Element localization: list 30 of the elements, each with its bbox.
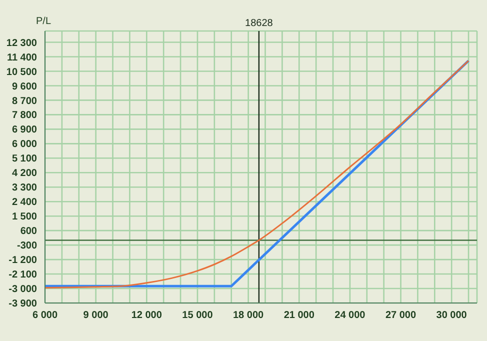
y-axis-title: P/L — [36, 16, 52, 27]
y-tick-label: 12 300 — [6, 38, 38, 49]
y-tick-label: 5 100 — [12, 154, 38, 165]
y-tick-label: 3 300 — [12, 182, 38, 194]
ref-line-label: 18628 — [245, 18, 274, 29]
y-tick-label: 6 000 — [12, 139, 38, 150]
y-tick-label: 10 500 — [6, 66, 38, 78]
y-tick-label: 9 600 — [12, 81, 38, 92]
y-tick-label: 11 400 — [6, 52, 38, 64]
x-tick-label: 30 000 — [436, 310, 468, 322]
x-tick-label: 18 000 — [232, 310, 264, 322]
y-tick-label: -2 100 — [8, 270, 38, 281]
y-tick-label: -300 — [16, 240, 38, 252]
x-tick-label: 15 000 — [182, 310, 214, 322]
y-tick-label: 8 700 — [12, 96, 38, 107]
x-tick-label: 27 000 — [385, 310, 416, 322]
x-tick-label: 6 000 — [32, 310, 58, 322]
y-tick-label: -3 000 — [8, 284, 38, 296]
x-tick-label: 12 000 — [131, 310, 162, 322]
y-tick-label: 600 — [20, 226, 38, 238]
y-tick-label: 4 200 — [12, 168, 38, 180]
y-tick-label: 1 500 — [12, 212, 38, 223]
x-tick-label: 21 000 — [284, 310, 315, 322]
y-tick-label: 6 900 — [12, 124, 38, 136]
y-tick-label: 7 800 — [12, 110, 38, 122]
x-tick-label: 24 000 — [334, 310, 366, 322]
x-tick-label: 9 000 — [83, 310, 109, 322]
y-tick-label: -1 200 — [8, 255, 38, 266]
y-tick-label: -3 900 — [8, 298, 38, 310]
y-tick-label: 2 400 — [12, 197, 38, 208]
